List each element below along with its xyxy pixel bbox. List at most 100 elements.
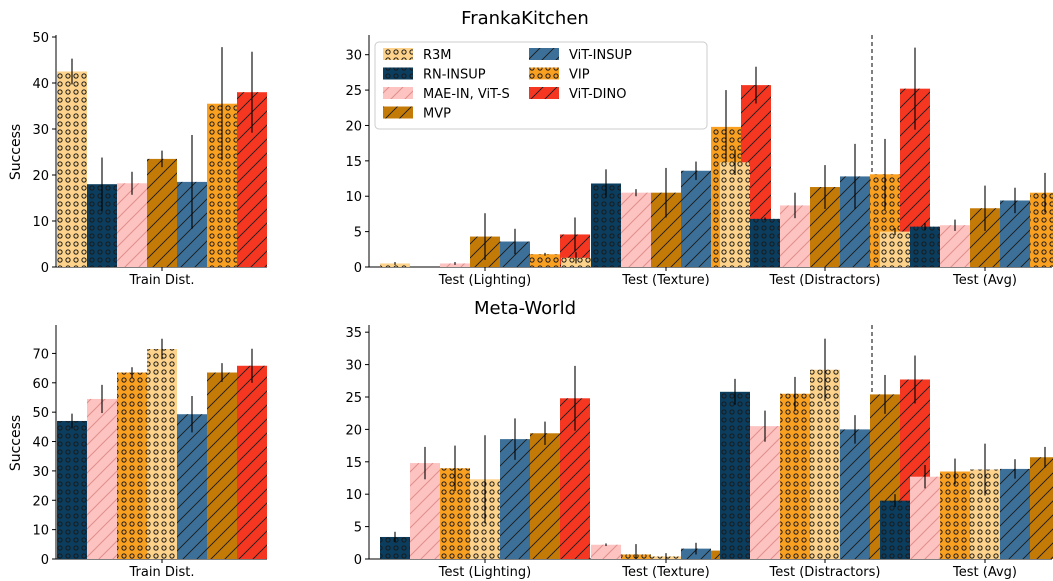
y-tick-label: 30 xyxy=(345,49,362,64)
frankakitchen-train-panel: 0 10 20 30 40 50 Success Train Dist. xyxy=(8,31,267,288)
legend-swatch-pattern xyxy=(383,87,413,99)
bar-vip-train-dist-pattern xyxy=(117,372,147,559)
bar-vit-dino-train-dist-pattern xyxy=(237,365,267,559)
legend-item-vit-dino: ViT-DINO xyxy=(529,87,626,102)
y-tick-label: 10 xyxy=(345,488,362,503)
y-tick-label: 30 xyxy=(345,359,362,374)
y-tick-label: 30 xyxy=(32,465,49,480)
x-tick-label: Test (Distractors) xyxy=(769,565,881,580)
metaworld-test-panel: 0 5 10 15 20 25 30 35 Meta-World Test (Lighting) T… xyxy=(345,298,1053,580)
bar-vip-test-avg-pattern xyxy=(940,471,970,559)
y-tick-label: 10 xyxy=(32,215,49,230)
chart-title: Meta-World xyxy=(474,298,576,319)
y-tick-label: 15 xyxy=(345,456,362,471)
bar-vip-test-distractors-pattern xyxy=(780,393,810,559)
y-tick-label: 20 xyxy=(345,119,362,134)
chart-title: FrankaKitchen xyxy=(461,8,589,29)
bar-vit-insup-test-distractors-pattern xyxy=(840,429,870,559)
bar-mae-in-vit-s-test-texture-pattern xyxy=(621,192,651,267)
y-axis-label: Success xyxy=(8,415,24,471)
y-tick-label: 10 xyxy=(345,190,362,205)
x-tick-label: Train Dist. xyxy=(129,565,195,580)
x-tick-label: Test (Avg) xyxy=(952,273,1017,288)
bar-mae-in-vit-s-train-dist-pattern xyxy=(87,398,117,559)
legend-label: MVP xyxy=(423,107,451,122)
legend-item-vip: VIP xyxy=(529,67,590,83)
bar-r3m-train-dist-pattern xyxy=(147,349,177,559)
bar-mae-in-vit-s-test-texture-pattern xyxy=(591,544,621,559)
y-tick-label: 70 xyxy=(32,347,49,362)
bar-r3m-test-lighting-pattern xyxy=(380,263,410,267)
y-tick-label: 0 xyxy=(41,553,49,568)
y-tick-label: 25 xyxy=(345,84,362,99)
x-tick-label: Test (Distractors) xyxy=(769,273,881,288)
legend-item-mvp: MVP xyxy=(383,106,451,122)
bar-mae-in-vit-s-test-lighting-pattern xyxy=(440,263,470,267)
bar-rn-insup-test-distractors-pattern xyxy=(750,218,780,267)
bar-r3m-test-distractors-pattern xyxy=(810,369,840,559)
y-tick-label: 20 xyxy=(345,423,362,438)
y-tick-label: 40 xyxy=(32,77,49,92)
bar-vip-test-lighting-pattern xyxy=(530,254,560,267)
bar-mae-in-vit-s-test-avg-pattern xyxy=(940,225,970,267)
y-tick-label: 5 xyxy=(354,521,362,536)
y-tick-label: 50 xyxy=(32,406,49,421)
legend-item-r3m: R3M xyxy=(383,48,452,63)
legend-swatch-pattern xyxy=(383,48,413,60)
bar-mvp-train-dist-pattern xyxy=(207,372,237,559)
bar-mvp-test-lighting-pattern xyxy=(530,433,560,559)
y-tick-label: 60 xyxy=(32,377,49,392)
legend-box xyxy=(374,41,708,130)
bar-vit-insup-test-texture-pattern xyxy=(681,170,711,267)
legend-item-mae-in-vit-s: MAE-IN, ViT-S xyxy=(383,87,510,102)
x-tick-label: Test (Lighting) xyxy=(438,565,531,580)
x-tick-label: Test (Texture) xyxy=(621,565,709,580)
y-tick-label: 30 xyxy=(32,123,49,138)
metaworld-train-panel: 0 10 20 30 40 50 60 70 Success Train Dist. xyxy=(8,325,267,580)
bar-rn-insup-test-avg-pattern xyxy=(880,500,910,559)
bar-rn-insup-train-dist-pattern xyxy=(57,420,87,559)
bar-mvp-train-dist-pattern xyxy=(147,158,177,267)
bar-rn-insup-test-lighting-pattern xyxy=(380,536,410,559)
legend-label: ViT-DINO xyxy=(569,87,626,102)
bar-r3m-train-dist-pattern xyxy=(57,71,87,267)
y-axis-label: Success xyxy=(8,124,24,180)
x-tick-label: Test (Lighting) xyxy=(438,273,531,288)
y-tick-label: 20 xyxy=(32,494,49,509)
y-tick-label: 15 xyxy=(345,155,362,170)
y-tick-label: 35 xyxy=(345,326,362,341)
bar-rn-insup-test-avg-pattern xyxy=(910,226,940,267)
bar-mvp-test-avg-pattern xyxy=(1030,457,1053,559)
legend-swatch-pattern xyxy=(529,87,559,99)
y-tick-label: 40 xyxy=(32,436,49,451)
legend-label: MAE-IN, ViT-S xyxy=(423,87,510,102)
legend-swatch-pattern xyxy=(383,106,413,119)
legend-label: ViT-INSUP xyxy=(569,48,632,63)
bar-r3m-test-distractors-pattern xyxy=(720,162,750,267)
y-tick-label: 10 xyxy=(32,524,49,539)
chart-legend: R3M RN-INSUP MAE-IN, ViT-S MVP ViT-INSUP VIP V… xyxy=(374,41,708,130)
legend-swatch-pattern xyxy=(529,48,559,60)
legend-label: R3M xyxy=(423,48,452,63)
y-tick-label: 20 xyxy=(32,169,49,184)
x-tick-label: Train Dist. xyxy=(129,273,195,288)
legend-label: RN-INSUP xyxy=(423,68,486,83)
legend-item-rn-insup: RN-INSUP xyxy=(383,67,486,83)
legend-swatch-pattern xyxy=(529,67,559,80)
bar-vit-insup-train-dist-pattern xyxy=(177,414,207,559)
legend-item-vit-insup: ViT-INSUP xyxy=(529,48,632,63)
bar-vit-insup-test-avg-pattern xyxy=(1000,468,1030,559)
y-tick-label: 50 xyxy=(32,31,49,46)
x-tick-label: Test (Avg) xyxy=(952,565,1017,580)
x-tick-label: Test (Texture) xyxy=(621,273,709,288)
y-tick-label: 5 xyxy=(354,226,362,241)
bar-mae-in-vit-s-test-distractors-pattern xyxy=(750,426,780,559)
frankakitchen-test-panel: 0 5 10 15 20 25 30 FrankaKitchen Test (Lighting)… xyxy=(345,8,1053,288)
bar-mae-in-vit-s-train-dist-pattern xyxy=(117,183,147,267)
bar-vip-test-avg-pattern xyxy=(1030,192,1053,267)
bar-r3m-test-avg-pattern xyxy=(880,231,910,267)
y-tick-label: 0 xyxy=(354,553,362,568)
bar-rn-insup-test-distractors-pattern xyxy=(720,391,750,559)
legend-swatch-pattern xyxy=(383,67,413,80)
